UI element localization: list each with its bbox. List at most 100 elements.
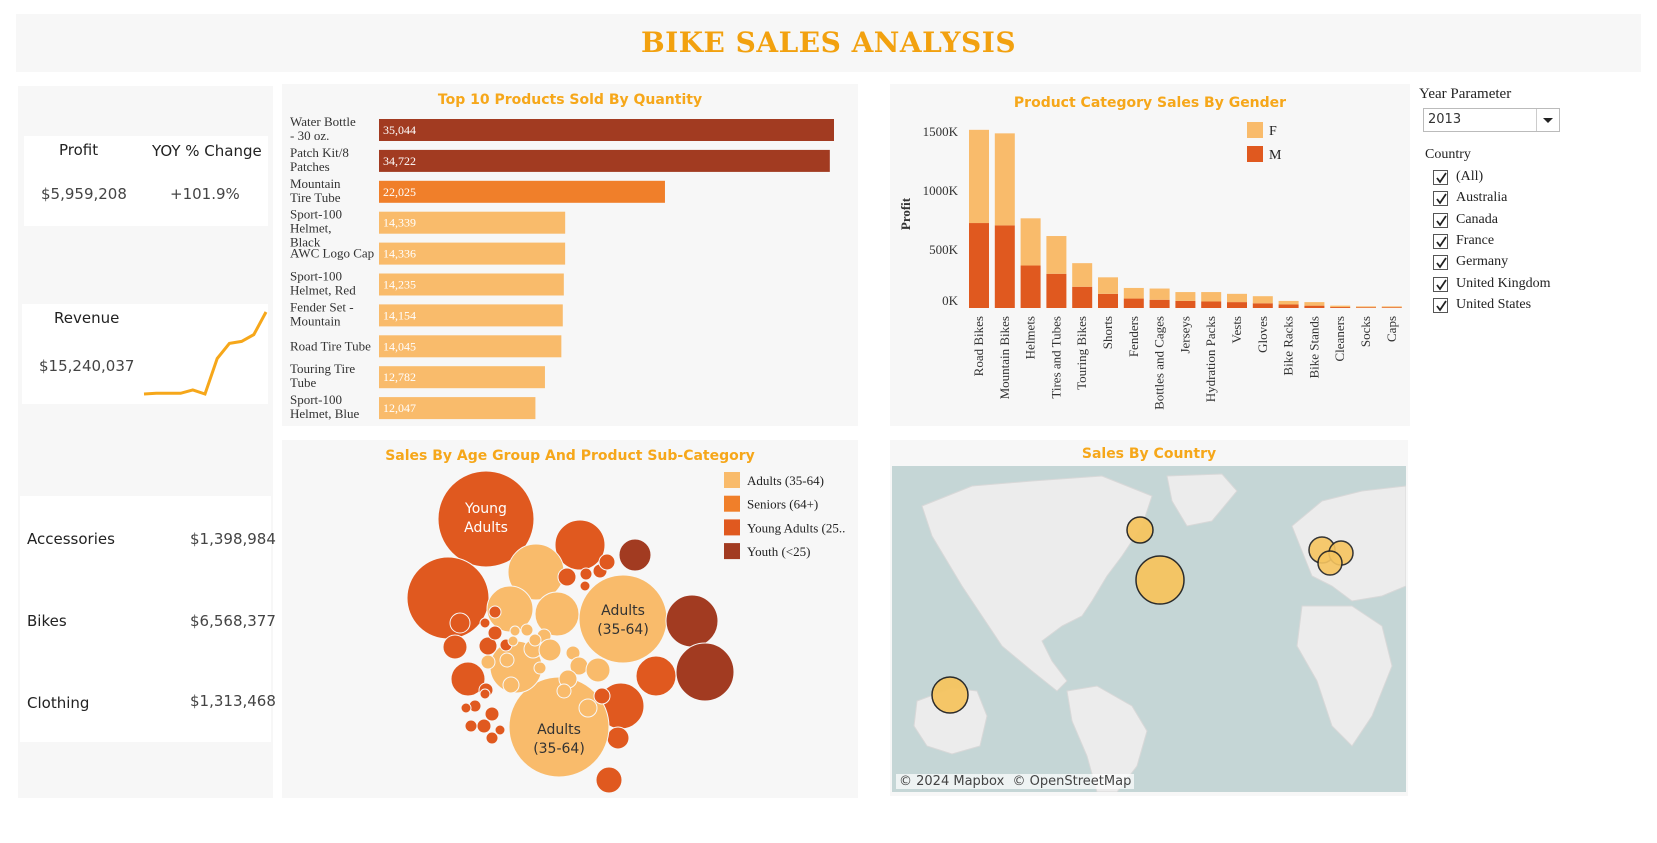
bar-female[interactable] <box>969 129 989 224</box>
bar-female[interactable] <box>1123 287 1144 299</box>
age-bubble[interactable] <box>487 625 503 641</box>
product-bar[interactable] <box>379 242 566 265</box>
age-bubble[interactable] <box>484 706 500 722</box>
bar-male[interactable] <box>1330 307 1351 308</box>
age-bubble[interactable] <box>479 688 491 700</box>
bar-male[interactable] <box>994 225 1015 308</box>
country-option-label[interactable]: France <box>1456 232 1495 248</box>
bar-male[interactable] <box>1020 265 1041 308</box>
age-bubble[interactable] <box>520 623 534 637</box>
bar-female[interactable] <box>1175 292 1196 301</box>
country-option-label[interactable]: Germany <box>1456 254 1509 270</box>
age-bubble[interactable] <box>635 655 677 697</box>
bar-male[interactable] <box>1175 300 1196 308</box>
age-bubble[interactable] <box>533 661 547 675</box>
bar-female[interactable] <box>1227 293 1247 303</box>
bar-male[interactable] <box>969 223 989 308</box>
age-bubble[interactable] <box>538 638 562 662</box>
bar-female[interactable] <box>1304 302 1325 306</box>
age-bubble[interactable] <box>437 470 535 568</box>
year-dropdown[interactable]: 2013 <box>1423 108 1560 132</box>
map-attribution[interactable]: © 2024 Mapbox © OpenStreetMap <box>896 774 1135 789</box>
age-bubble[interactable] <box>556 683 572 699</box>
country-option-label[interactable]: (All) <box>1456 169 1484 184</box>
age-bubble[interactable] <box>579 580 591 592</box>
age-bubble[interactable] <box>502 676 520 694</box>
age-bubble[interactable] <box>579 567 593 581</box>
bar-male[interactable] <box>1381 307 1402 308</box>
country-checkbox[interactable] <box>1433 276 1448 292</box>
bar-female[interactable] <box>1330 305 1351 308</box>
country-checkbox[interactable] <box>1433 212 1448 228</box>
product-bar[interactable] <box>379 211 566 234</box>
bar-male[interactable] <box>1046 273 1067 308</box>
country-checkbox[interactable] <box>1433 191 1448 207</box>
age-bubble[interactable] <box>499 652 515 668</box>
product-bar[interactable] <box>379 335 562 358</box>
age-bubble[interactable] <box>406 556 490 640</box>
age-bubble[interactable] <box>509 625 521 637</box>
age-bubble[interactable] <box>464 719 478 733</box>
age-bubble[interactable] <box>494 724 506 736</box>
bar-male[interactable] <box>1252 303 1273 308</box>
age-bubble[interactable] <box>557 567 577 587</box>
bar-female[interactable] <box>1278 300 1299 305</box>
bar-female[interactable] <box>1020 218 1041 266</box>
bar-male[interactable] <box>1149 299 1170 308</box>
product-bar[interactable] <box>379 397 536 420</box>
age-bubble[interactable] <box>618 538 652 572</box>
age-bubble[interactable] <box>665 594 719 648</box>
age-bubble[interactable] <box>450 661 486 697</box>
caret-down-icon[interactable] <box>1536 109 1559 131</box>
age-bubble[interactable] <box>476 718 492 734</box>
bar-female[interactable] <box>994 133 1015 226</box>
bar-female[interactable] <box>1098 277 1118 294</box>
bar-female[interactable] <box>1252 296 1273 304</box>
bar-male[interactable] <box>1098 293 1118 308</box>
bar-male[interactable] <box>1123 298 1144 308</box>
product-bar[interactable] <box>379 119 834 141</box>
age-bubble[interactable] <box>585 657 611 683</box>
bar-female[interactable] <box>1046 236 1067 274</box>
country-option-label[interactable]: Canada <box>1456 211 1498 227</box>
age-bubble[interactable] <box>480 654 496 670</box>
product-bar[interactable] <box>379 180 665 203</box>
bar-female[interactable] <box>1381 306 1402 308</box>
age-bubble[interactable] <box>488 605 502 619</box>
age-bubble[interactable] <box>460 702 472 714</box>
country-option-label[interactable]: Australia <box>1456 190 1508 206</box>
country-checkbox[interactable] <box>1433 170 1448 185</box>
age-bubble[interactable] <box>675 642 735 702</box>
age-bubble[interactable] <box>449 612 471 634</box>
country-checkbox[interactable] <box>1433 255 1448 271</box>
country-option-label[interactable]: United States <box>1456 296 1532 312</box>
product-bar[interactable] <box>379 273 564 296</box>
bar-male[interactable] <box>1278 304 1299 308</box>
bar-male[interactable] <box>1356 307 1376 308</box>
bar-female[interactable] <box>1356 306 1376 308</box>
age-bubble[interactable] <box>507 635 519 647</box>
age-bubble[interactable] <box>578 574 668 664</box>
age-bubble[interactable] <box>554 519 606 571</box>
age-bubble[interactable] <box>442 634 468 660</box>
country-checkbox[interactable] <box>1433 297 1448 313</box>
product-bar[interactable] <box>379 149 830 172</box>
product-bar[interactable] <box>379 304 563 327</box>
bar-female[interactable] <box>1201 292 1222 302</box>
age-bubble[interactable] <box>528 633 542 647</box>
product-bar[interactable] <box>379 366 545 389</box>
age-bubble[interactable] <box>598 553 616 571</box>
bar-male[interactable] <box>1227 302 1247 308</box>
bar-female[interactable] <box>1072 263 1093 287</box>
age-bubble[interactable] <box>479 617 491 629</box>
country-map[interactable] <box>892 466 1406 792</box>
bar-male[interactable] <box>1072 286 1093 308</box>
country-option-label[interactable]: United Kingdom <box>1456 275 1551 291</box>
bar-female[interactable] <box>1149 288 1170 300</box>
age-bubble[interactable] <box>606 726 630 750</box>
age-bubble[interactable] <box>595 766 623 794</box>
country-checkbox[interactable] <box>1433 233 1448 249</box>
age-bubble[interactable] <box>593 687 611 705</box>
age-bubble[interactable] <box>578 698 598 718</box>
bar-male[interactable] <box>1304 305 1325 308</box>
